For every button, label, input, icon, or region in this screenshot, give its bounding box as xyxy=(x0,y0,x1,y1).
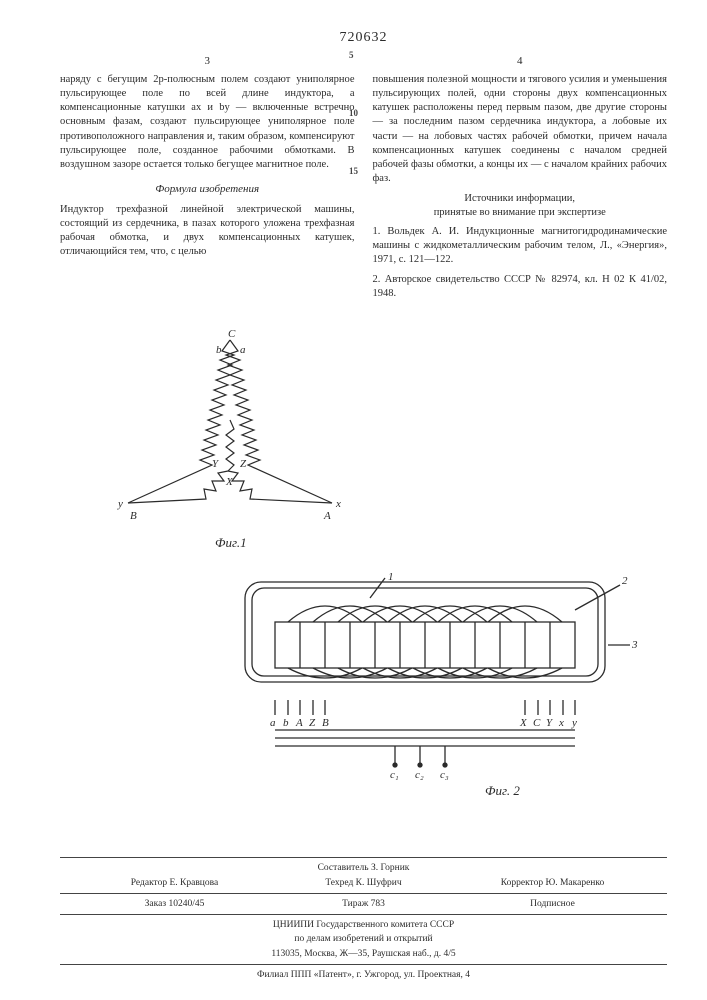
patent-page: 720632 3 наряду с бегущим 2p-полюсным по… xyxy=(0,0,707,1000)
line-marker: 15 xyxy=(349,166,358,176)
right-body: повышения полезной мощности и тягового у… xyxy=(373,73,668,186)
fig2-term: B xyxy=(322,717,329,729)
fig1-label-c: C xyxy=(228,328,236,340)
footer-addr2: Филиал ППП «Патент», г. Ужгород, ул. Про… xyxy=(60,968,667,982)
fig1-label-b: b xyxy=(216,344,222,356)
footer-credits: Редактор Е. Кравцова Техред К. Шуфрич Ко… xyxy=(60,876,667,890)
fig1-label-Z: Z xyxy=(240,458,247,470)
footer-org2: по делам изобретений и открытий xyxy=(60,932,667,946)
left-column: 3 наряду с бегущим 2p-полюсным полем соз… xyxy=(60,54,355,307)
left-body: наряду с бегущим 2p-полюсным полем созда… xyxy=(60,73,355,172)
right-column: 4 повышения полезной мощности и тягового… xyxy=(373,54,668,307)
source-1: 1. Вольдек А. И. Индукционные магнитогид… xyxy=(373,225,668,268)
line-number-gutter: 5 10 15 xyxy=(349,50,358,224)
figures-block: C a b y x B A X Y Z Фиг.1 xyxy=(60,325,667,805)
fig2-term: a xyxy=(270,717,276,729)
figure-2: 1 2 3 a b A Z B X C Y x y c₁ c₂ c₃ Фиг. … xyxy=(220,570,640,800)
figure-1: C a b y x B A X Y Z Фиг.1 xyxy=(100,325,360,555)
fig2-term: C xyxy=(533,717,541,729)
footer-sub: Подписное xyxy=(458,897,647,911)
claim-span: Индуктор трехфазной линейной электрическ… xyxy=(60,204,355,258)
patent-number: 720632 xyxy=(60,30,667,46)
fig1-label-y: y xyxy=(117,498,123,510)
col-number-right: 4 xyxy=(373,54,668,69)
fig2-term: b xyxy=(283,717,289,729)
fig1-label-X: X xyxy=(225,476,234,488)
fig2-caption: Фиг. 2 xyxy=(485,783,520,798)
fig2-c1: c₁ xyxy=(390,769,399,781)
fig1-label-x: x xyxy=(335,498,341,510)
fig2-marker-2: 2 xyxy=(622,575,628,587)
footer-composer: Составитель З. Горник xyxy=(60,861,667,875)
text-columns: 3 наряду с бегущим 2p-полюсным полем соз… xyxy=(60,54,667,307)
source-2: 2. Авторское свидетельство СССР № 82974,… xyxy=(373,273,668,301)
footer-corrector: Корректор Ю. Макаренко xyxy=(458,876,647,890)
fig2-term: Y xyxy=(546,717,554,729)
col-number-left: 3 xyxy=(60,54,355,69)
fig2-term: A xyxy=(295,717,303,729)
fig1-label-a: a xyxy=(240,344,246,356)
sources-title: Источники информации, принятые во вниман… xyxy=(373,192,668,220)
fig2-marker-1: 1 xyxy=(388,571,394,583)
fig2-term: y xyxy=(571,717,577,729)
fig1-caption: Фиг.1 xyxy=(215,535,247,550)
fig2-term: X xyxy=(519,717,528,729)
footer-order: Заказ 10240/45 xyxy=(80,897,269,911)
claim-text: Индуктор трехфазной линейной электрическ… xyxy=(60,203,355,260)
footer-editor: Редактор Е. Кравцова xyxy=(80,876,269,890)
fig2-c3: c₃ xyxy=(440,769,449,781)
fig2-c2: c₂ xyxy=(415,769,424,781)
footer-block: Составитель З. Горник Редактор Е. Кравцо… xyxy=(60,854,667,982)
footer-tirage: Тираж 783 xyxy=(269,897,458,911)
footer-addr1: 113035, Москва, Ж—35, Раушская наб., д. … xyxy=(60,947,667,961)
line-marker: 10 xyxy=(349,108,358,118)
fig1-label-Y: Y xyxy=(212,458,220,470)
line-marker: 5 xyxy=(349,50,358,60)
fig1-label-A: A xyxy=(323,510,331,522)
footer-print: Заказ 10240/45 Тираж 783 Подписное xyxy=(60,897,667,911)
footer-org1: ЦНИИПИ Государственного комитета СССР xyxy=(60,918,667,932)
fig2-term: x xyxy=(558,717,564,729)
formula-title: Формула изобретения xyxy=(60,182,355,197)
footer-tech: Техред К. Шуфрич xyxy=(269,876,458,890)
fig2-marker-3: 3 xyxy=(631,639,638,651)
fig1-label-B: B xyxy=(130,510,137,522)
fig2-term: Z xyxy=(309,717,316,729)
